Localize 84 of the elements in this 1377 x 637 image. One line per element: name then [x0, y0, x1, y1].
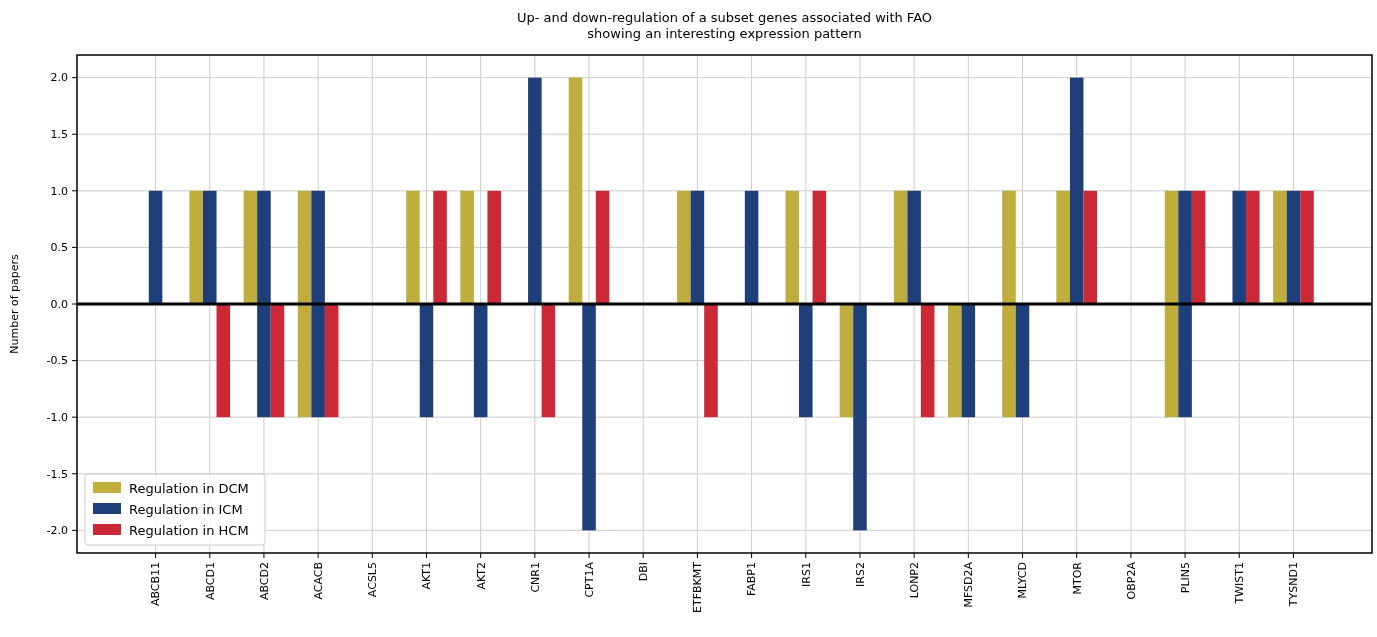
bar: [893, 190, 908, 304]
bar: [270, 304, 285, 418]
bar: [582, 304, 596, 531]
bar: [1246, 190, 1260, 304]
bar: [460, 190, 474, 304]
x-tick-label: ABCD2: [257, 562, 271, 601]
bar: [1069, 77, 1084, 304]
bar: [1015, 304, 1030, 418]
bar: [473, 304, 488, 418]
bar: [948, 304, 962, 418]
bar: [690, 190, 705, 304]
y-axis-title: Number of papers: [8, 253, 21, 354]
chart-title: Up- and down-regulation of a subset genes associated with FAO showing an interesting expression pattern: [516, 10, 933, 41]
bar: [812, 190, 827, 304]
x-tick-label: IRS1: [799, 562, 813, 587]
bar: [487, 190, 501, 304]
bar: [311, 190, 325, 418]
y-tick-label: -0.5: [46, 354, 68, 368]
x-tick-label: CNR1: [528, 562, 542, 593]
bar: [961, 304, 976, 418]
bar: [744, 190, 759, 304]
x-tick-label: ACSL5: [366, 562, 380, 598]
legend-label: Regulation in ICM: [129, 501, 243, 517]
bar: [257, 190, 271, 418]
bar: [799, 304, 813, 418]
bar: [1232, 190, 1247, 304]
bar: [1002, 190, 1016, 418]
bar: [785, 190, 799, 304]
bar: [839, 304, 854, 418]
bar: [148, 190, 163, 304]
bar: [677, 190, 691, 304]
bar: [324, 304, 339, 418]
bar: [1178, 190, 1192, 418]
bar: [216, 304, 231, 418]
bar: [433, 190, 447, 304]
bar: [1286, 190, 1301, 304]
y-tick-label: 0.0: [50, 297, 68, 311]
y-tick-label: -1.5: [46, 467, 68, 481]
x-tick-label: OBP2A: [1124, 561, 1138, 600]
bar: [1191, 190, 1206, 304]
bar: [1273, 190, 1287, 304]
bar: [568, 77, 583, 304]
y-tick-label: 2.0: [50, 71, 68, 85]
legend-label: Regulation in HCM: [129, 522, 249, 538]
y-tick-label: 1.0: [50, 184, 68, 198]
bar: [1056, 190, 1070, 304]
bar: [1300, 190, 1314, 304]
x-tick-label: MTOR: [1070, 561, 1084, 595]
x-tick-label: CPT1A: [582, 561, 596, 598]
x-tick-label: PLIN5: [1178, 562, 1192, 594]
bar: [541, 304, 556, 418]
bar: [189, 190, 203, 304]
x-tick-label: LONP2: [907, 562, 921, 599]
bar: [853, 304, 867, 531]
bar: [243, 190, 258, 304]
y-tick-label: 1.5: [50, 128, 68, 142]
x-tick-label: DBI: [637, 562, 651, 582]
y-tick-label: -1.0: [46, 411, 68, 425]
x-tick-label: IRS2: [853, 562, 867, 587]
x-tick-label: AKT1: [420, 562, 434, 590]
bar: [704, 304, 718, 418]
bar: [419, 304, 434, 418]
bar: [406, 190, 420, 304]
x-tick-label: TYSND1: [1287, 562, 1301, 608]
bar: [1164, 190, 1179, 418]
x-tick-label: ETFBKMT: [691, 561, 705, 613]
x-tick-label: MLYCD: [1016, 562, 1030, 599]
x-tick-label: TWIST1: [1233, 562, 1247, 605]
y-tick-label: -2.0: [46, 524, 68, 538]
x-tick-label: AKT2: [474, 562, 488, 590]
bar: [297, 190, 312, 418]
x-tick-label: ACACB: [311, 562, 325, 600]
bar: [528, 77, 542, 304]
bar: [1083, 190, 1098, 304]
bar: [907, 190, 921, 304]
bar: [202, 190, 217, 304]
x-tick-label: ABCB11: [149, 562, 163, 607]
x-tick-label: FABP1: [745, 562, 759, 597]
x-tick-label: ABCD1: [203, 562, 217, 601]
y-tick-label: 0.5: [50, 241, 68, 255]
x-tick-label: MFSD2A: [962, 561, 976, 608]
bar: [595, 190, 610, 304]
legend-label: Regulation in DCM: [129, 480, 249, 496]
bar: [920, 304, 935, 418]
